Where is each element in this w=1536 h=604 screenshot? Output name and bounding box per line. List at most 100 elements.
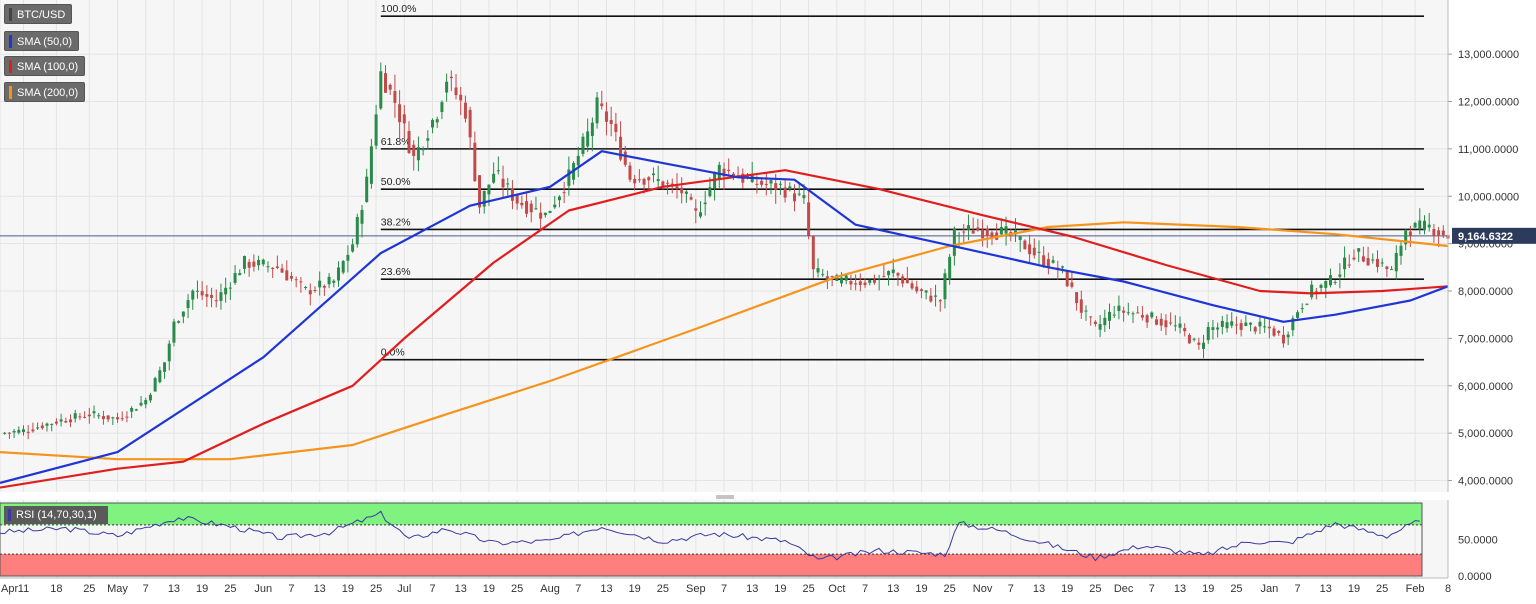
candle-body: [614, 123, 618, 132]
candle-body: [308, 290, 312, 295]
candle-body: [416, 147, 420, 161]
candle-body: [802, 195, 806, 199]
candle-body: [769, 180, 773, 184]
candle-body: [1361, 256, 1365, 262]
candle-body: [1220, 320, 1224, 327]
candle-body: [153, 378, 157, 392]
candle-body: [487, 184, 491, 195]
candle-body: [1272, 328, 1276, 336]
candle-body: [661, 181, 665, 188]
candle-body: [463, 102, 467, 119]
candle-body: [952, 228, 956, 256]
candle-body: [576, 155, 580, 166]
candle-body: [976, 227, 980, 231]
candle-body: [195, 290, 199, 292]
candle-body: [515, 194, 519, 204]
candle-body: [69, 419, 73, 423]
candle-body: [1117, 305, 1121, 312]
x-tick-label: 25: [1230, 583, 1242, 595]
candle-body: [647, 177, 651, 181]
candle-body: [985, 228, 989, 236]
x-tick-label: 13: [1174, 583, 1186, 595]
x-tick-label: 25: [1089, 583, 1101, 595]
candle-body: [111, 417, 115, 419]
x-tick-label: 19: [774, 583, 786, 595]
candle-body: [1032, 247, 1036, 256]
x-tick-label: 19: [1061, 583, 1073, 595]
candle-body: [628, 165, 632, 180]
candle-body: [336, 267, 340, 281]
candle-body: [506, 183, 510, 185]
candle-body: [1253, 327, 1257, 332]
x-tick-label: 25: [657, 583, 669, 595]
candle-body: [177, 321, 181, 323]
candle-body: [600, 103, 604, 107]
candle-body: [1037, 251, 1041, 253]
candle-body: [355, 217, 359, 245]
legend-sma-200[interactable]: SMA (200,0): [4, 82, 86, 102]
candle-body: [134, 409, 138, 411]
candle-body: [1230, 321, 1234, 326]
candle-body: [421, 148, 425, 151]
candle-body: [454, 87, 458, 96]
y-tick-label: 7,000.0000: [1458, 333, 1513, 345]
candle-body: [1286, 334, 1290, 338]
candle-body: [130, 407, 134, 412]
candle-body: [1300, 308, 1304, 310]
candle-body: [1366, 258, 1370, 266]
candle-body: [78, 416, 82, 418]
x-tick-label: Jul: [397, 583, 411, 595]
x-tick-label: 25: [83, 583, 95, 595]
legend-sma-50[interactable]: SMA (50,0): [4, 31, 80, 51]
candle-body: [431, 119, 435, 128]
x-tick-label: 7: [143, 583, 149, 595]
candle-body: [553, 204, 557, 208]
candle-body: [242, 256, 246, 269]
candle-body: [22, 429, 26, 433]
candle-body: [17, 429, 21, 433]
candle-body: [402, 114, 406, 124]
candle-body: [313, 289, 317, 291]
candle-body: [835, 275, 839, 281]
legend-symbol[interactable]: BTC/USD: [4, 4, 73, 24]
candle-body: [1075, 292, 1079, 304]
candle-body: [1211, 327, 1215, 330]
candle-body: [698, 212, 702, 217]
candle-body: [247, 261, 251, 268]
candle-body: [901, 276, 905, 284]
candle-body: [459, 94, 463, 101]
candle-body: [407, 130, 411, 153]
candle-body: [990, 232, 994, 239]
candle-body: [266, 266, 270, 268]
candle-body: [167, 343, 171, 362]
legend-sma-100[interactable]: SMA (100,0): [4, 56, 86, 76]
rsi-oversold-zone: [0, 554, 1422, 576]
x-tick-label: 19: [1202, 583, 1214, 595]
candle-body: [1084, 310, 1088, 312]
x-tick-label: 7: [1008, 583, 1014, 595]
y-tick-label: 6,000.0000: [1458, 381, 1513, 393]
candle-body: [609, 119, 613, 125]
candle-body: [1173, 325, 1177, 327]
x-tick-label: 13: [314, 583, 326, 595]
x-tick-label: 13: [746, 583, 758, 595]
candle-body: [1051, 260, 1055, 263]
candle-body: [360, 209, 364, 224]
candle-body: [919, 289, 923, 292]
candle-body: [1375, 258, 1379, 268]
symbol-label: BTC/USD: [17, 9, 66, 21]
panel-resize-handle[interactable]: [716, 495, 734, 499]
candle-body: [445, 81, 449, 93]
legend-rsi[interactable]: RSI (14,70,30,1): [4, 506, 108, 524]
candle-body: [92, 411, 96, 414]
x-tick-label: Jan: [1260, 583, 1278, 595]
candle-body: [778, 183, 782, 185]
candle-body: [341, 261, 345, 273]
candle-body: [1004, 226, 1008, 234]
candle-body: [36, 427, 40, 429]
candle-body: [275, 266, 279, 268]
candle-body: [1328, 275, 1332, 286]
fib-level-label: 61.8%: [381, 136, 411, 148]
candle-body: [1028, 244, 1032, 255]
